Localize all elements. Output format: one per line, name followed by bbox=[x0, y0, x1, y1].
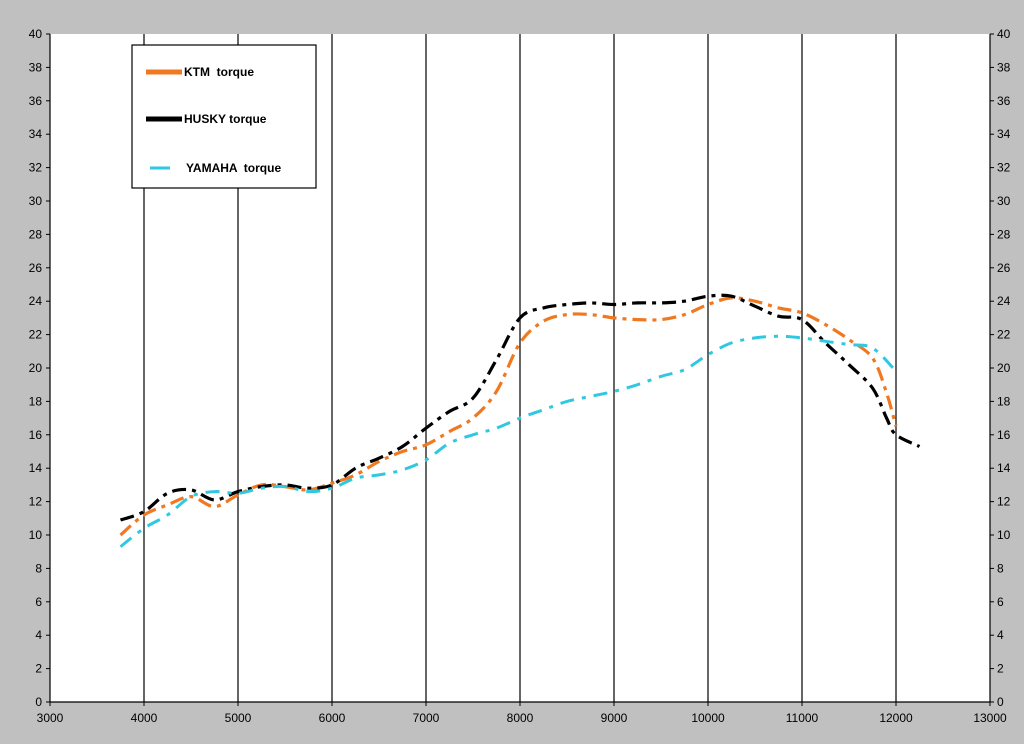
y-tick-label-left: 38 bbox=[29, 60, 43, 74]
y-tick-label-left: 2 bbox=[35, 662, 42, 676]
y-tick-label-left: 28 bbox=[29, 227, 43, 241]
y-tick-label-left: 0 bbox=[35, 695, 42, 709]
y-tick-label-left: 32 bbox=[29, 161, 43, 175]
y-tick-label-right: 30 bbox=[997, 194, 1011, 208]
x-tick-label: 13000 bbox=[973, 711, 1007, 725]
y-tick-label-right: 4 bbox=[997, 628, 1004, 642]
y-tick-label-left: 4 bbox=[35, 628, 42, 642]
x-ticks: 3000 4000 5000 6000 7000 8000 9000 10000 11000 12… bbox=[37, 702, 1007, 725]
y-tick-label-left: 8 bbox=[35, 561, 42, 575]
x-tick-label: 4000 bbox=[131, 711, 158, 725]
legend-label-3: YAMAHA torque bbox=[186, 161, 281, 175]
x-tick-label: 10000 bbox=[691, 711, 725, 725]
y-tick-label-right: 26 bbox=[997, 261, 1011, 275]
x-tick-label: 7000 bbox=[413, 711, 440, 725]
x-tick-label: 9000 bbox=[601, 711, 628, 725]
y-tick-label-right: 0 bbox=[997, 695, 1004, 709]
y-tick-label-left: 40 bbox=[29, 27, 43, 41]
x-tick-label: 6000 bbox=[319, 711, 346, 725]
legend-label-2: HUSKY torque bbox=[184, 112, 267, 126]
y-tick-label-right: 24 bbox=[997, 294, 1011, 308]
y-tick-label-right: 16 bbox=[997, 428, 1011, 442]
y-tick-label-left: 36 bbox=[29, 94, 43, 108]
y-tick-label-right: 36 bbox=[997, 94, 1011, 108]
y-tick-label-left: 22 bbox=[29, 328, 43, 342]
series-lines bbox=[119, 293, 921, 548]
series-line-1 bbox=[119, 296, 898, 537]
legend: KTM torque HUSKY torque YAMAHA torque bbox=[131, 44, 317, 189]
x-tick-label: 11000 bbox=[786, 711, 819, 725]
y-tick-label-left: 10 bbox=[29, 528, 43, 542]
y-tick-label-right: 40 bbox=[997, 27, 1011, 41]
y-tick-label-left: 6 bbox=[35, 595, 42, 609]
y-tick-label-right: 6 bbox=[997, 595, 1004, 609]
y-tick-label-right: 8 bbox=[997, 561, 1004, 575]
y-tick-label-right: 14 bbox=[997, 461, 1011, 475]
legend-label-1: KTM torque bbox=[184, 65, 254, 79]
y-tick-label-left: 26 bbox=[29, 261, 43, 275]
y-tick-label-left: 20 bbox=[29, 361, 43, 375]
y-tick-label-right: 38 bbox=[997, 60, 1011, 74]
y-tick-label-right: 20 bbox=[997, 361, 1011, 375]
series-line-3 bbox=[119, 334, 898, 548]
y-tick-label-right: 18 bbox=[997, 394, 1011, 408]
y-tick-label-right: 10 bbox=[997, 528, 1011, 542]
y-tick-label-right: 12 bbox=[997, 495, 1011, 509]
y-tick-label-left: 30 bbox=[29, 194, 43, 208]
y-tick-label-right: 32 bbox=[997, 161, 1011, 175]
y-tick-label-left: 24 bbox=[29, 294, 43, 308]
y-tick-label-left: 16 bbox=[29, 428, 43, 442]
y-tick-label-right: 22 bbox=[997, 328, 1011, 342]
y-tick-label-right: 34 bbox=[997, 127, 1011, 141]
series-line-2 bbox=[119, 293, 921, 522]
y-tick-label-left: 12 bbox=[29, 495, 43, 509]
y-tick-label-left: 34 bbox=[29, 127, 43, 141]
y-tick-label-right: 2 bbox=[997, 662, 1004, 676]
y-tick-label-left: 14 bbox=[29, 461, 43, 475]
y-tick-label-left: 18 bbox=[29, 394, 43, 408]
x-tick-label: 12000 bbox=[879, 711, 913, 725]
x-tick-label: 3000 bbox=[37, 711, 64, 725]
y-tick-label-right: 28 bbox=[997, 227, 1011, 241]
x-tick-label: 8000 bbox=[507, 711, 534, 725]
x-tick-label: 5000 bbox=[225, 711, 252, 725]
